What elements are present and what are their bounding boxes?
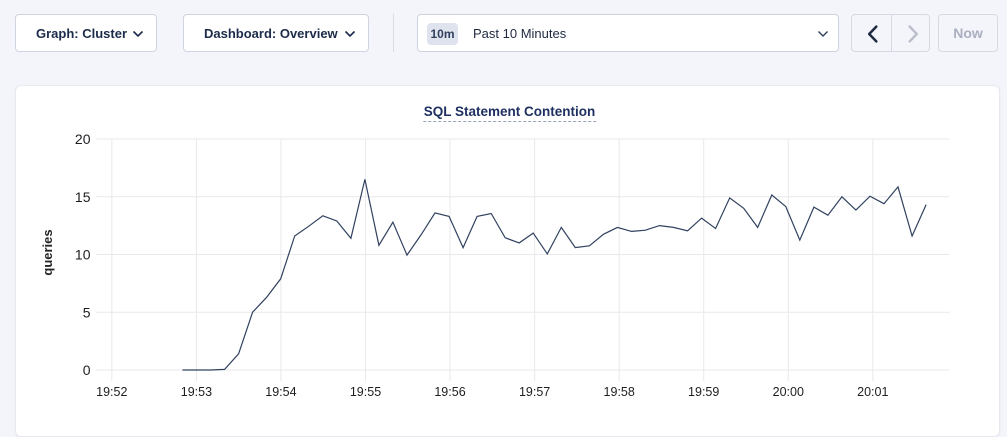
svg-text:20:00: 20:00 <box>773 385 804 399</box>
svg-text:19:59: 19:59 <box>688 385 719 399</box>
svg-text:0: 0 <box>83 362 91 378</box>
svg-text:19:56: 19:56 <box>434 385 465 399</box>
svg-text:15: 15 <box>75 189 91 205</box>
svg-text:19:53: 19:53 <box>181 385 212 399</box>
svg-text:queries: queries <box>40 229 55 275</box>
svg-text:19:58: 19:58 <box>604 385 635 399</box>
svg-text:19:57: 19:57 <box>519 385 550 399</box>
svg-text:20: 20 <box>75 131 91 147</box>
svg-text:10: 10 <box>75 247 91 263</box>
svg-text:20:01: 20:01 <box>857 385 888 399</box>
svg-text:5: 5 <box>83 304 91 320</box>
svg-text:19:55: 19:55 <box>350 385 381 399</box>
svg-text:19:52: 19:52 <box>96 385 127 399</box>
svg-text:19:54: 19:54 <box>265 385 296 399</box>
